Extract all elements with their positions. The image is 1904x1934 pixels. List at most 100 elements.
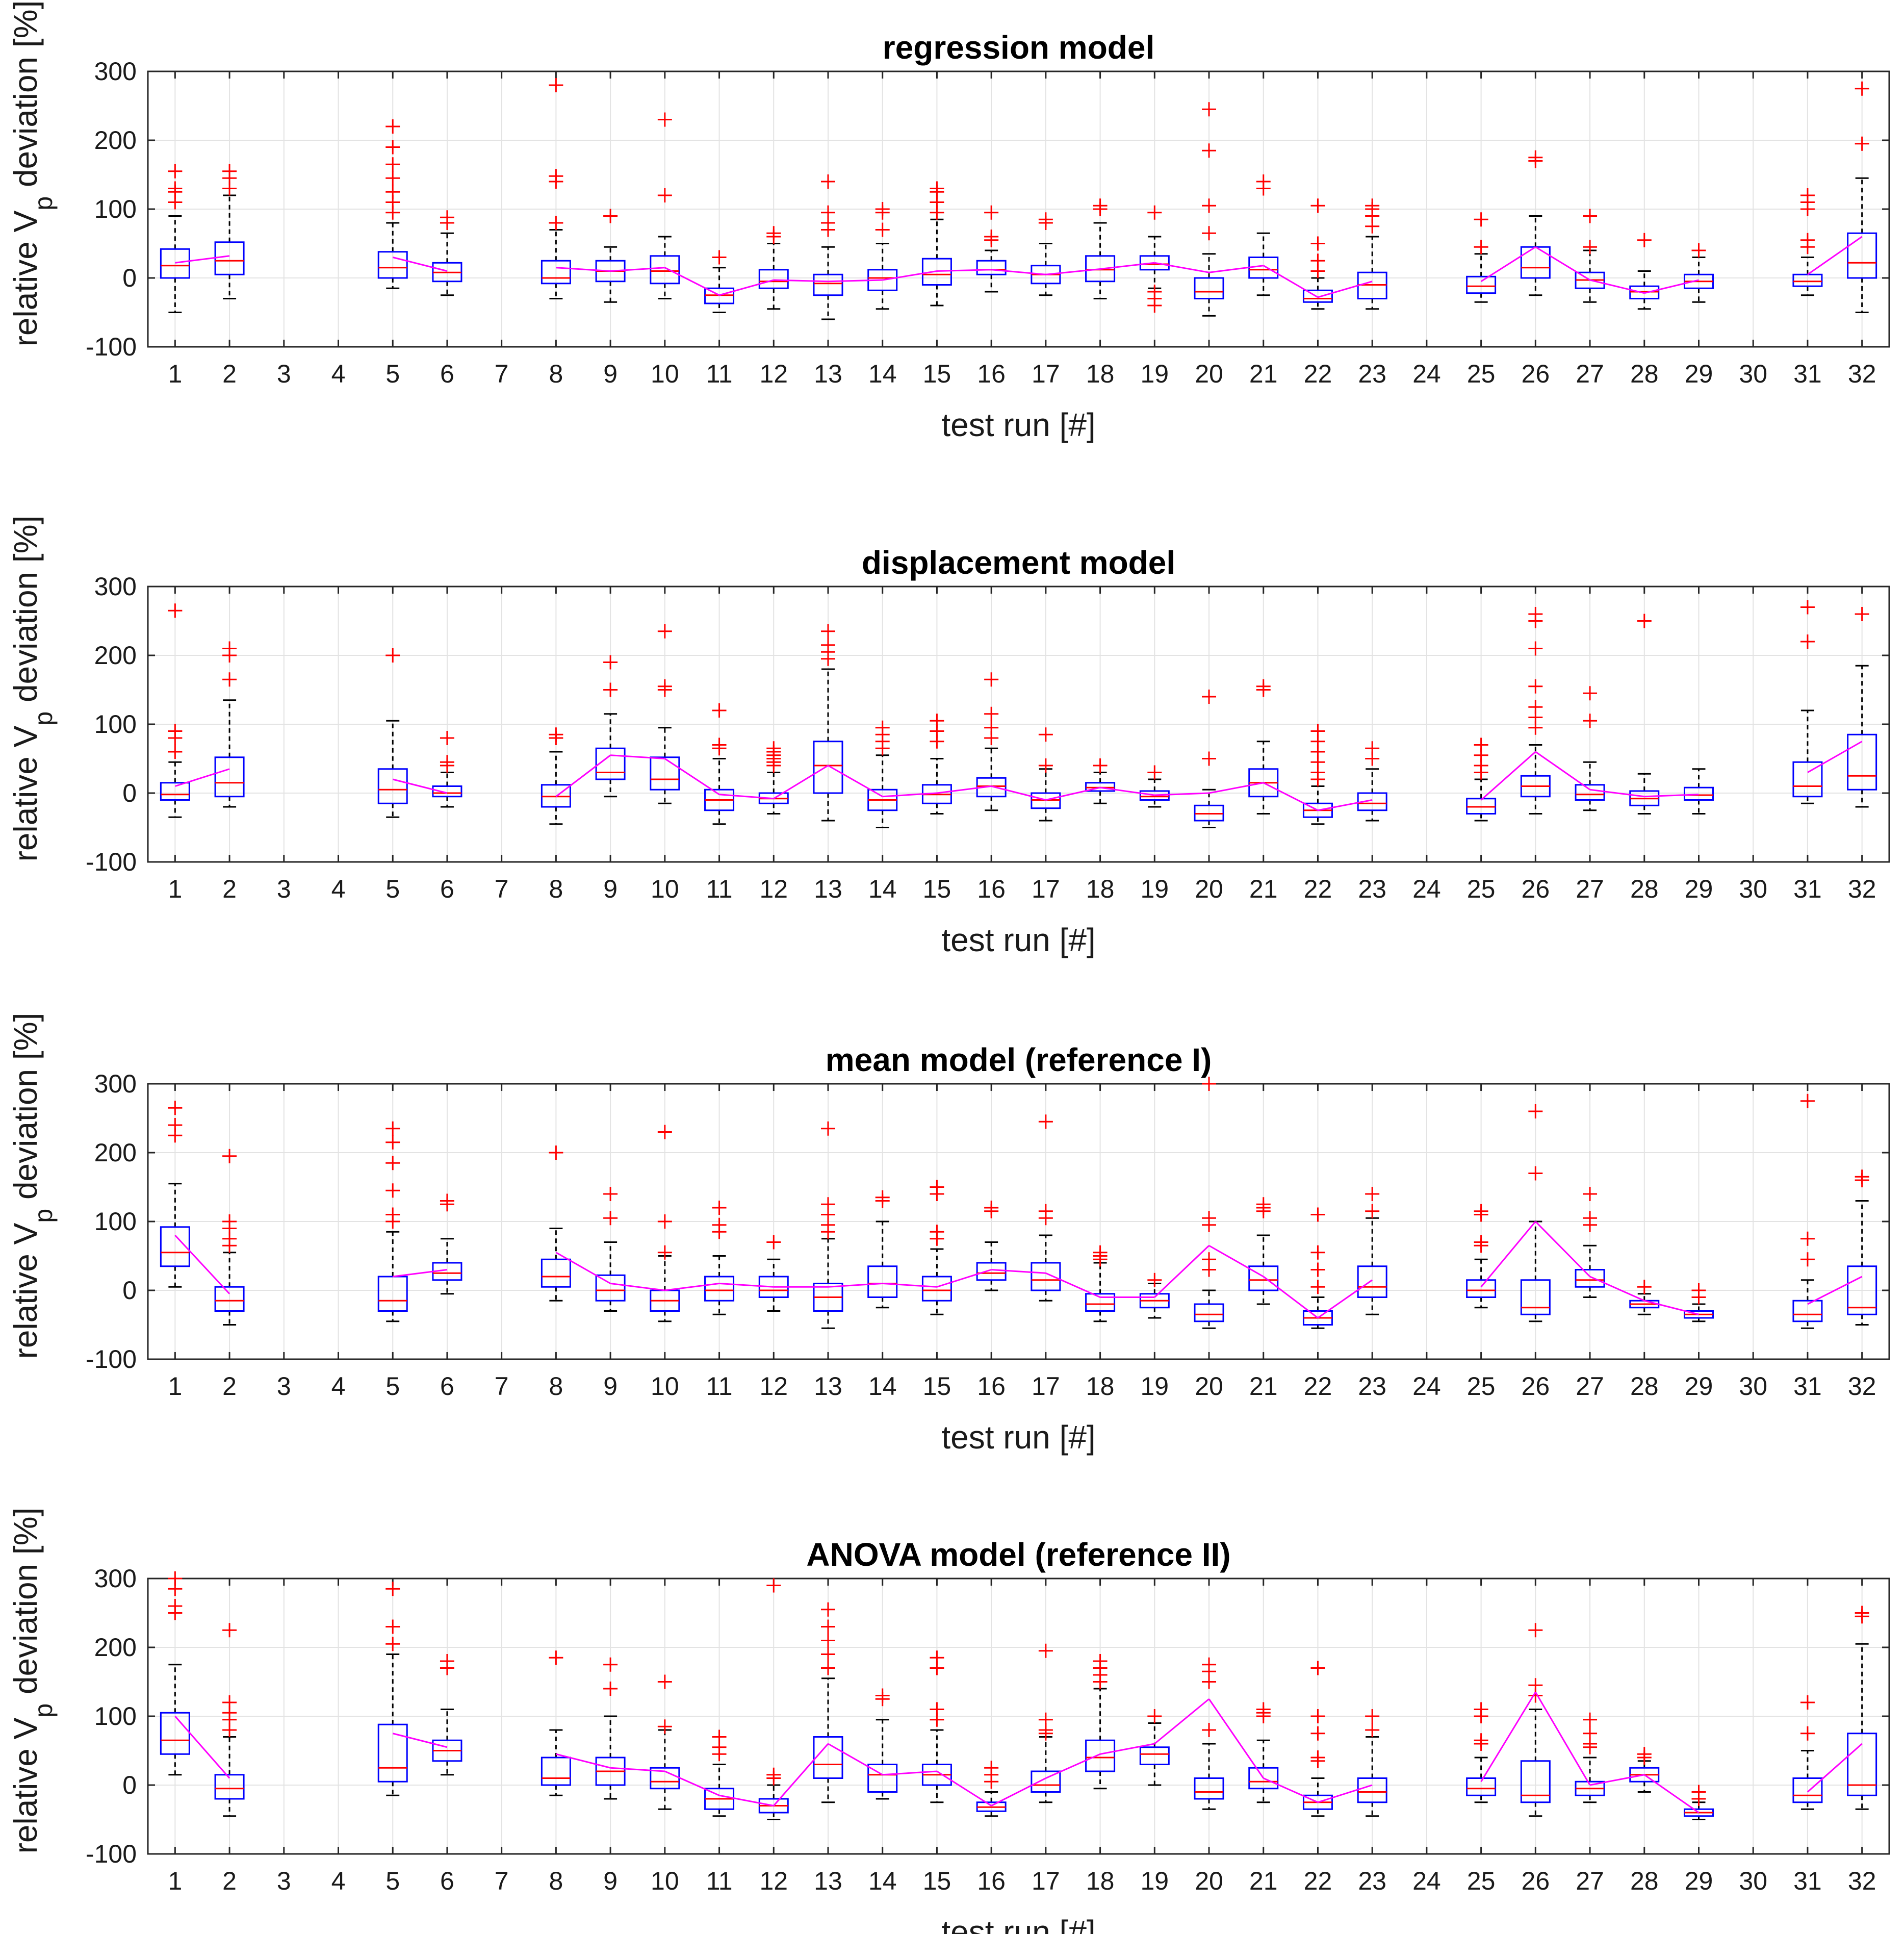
iqr-box [650, 255, 680, 285]
x-tick-label: 30 [1739, 1867, 1767, 1895]
y-tick-label: 100 [94, 1702, 137, 1731]
outlier-marker [1147, 285, 1162, 299]
outlier-marker [1474, 212, 1488, 227]
outlier-marker [603, 1187, 618, 1201]
x-tick-label: 20 [1195, 360, 1223, 388]
mean-line-segment [1644, 279, 1699, 294]
outlier-marker [1528, 150, 1543, 165]
outlier-marker [1310, 253, 1325, 268]
outlier-marker [603, 1211, 618, 1226]
mean-line-segment [937, 269, 992, 272]
y-tick-label: -100 [86, 333, 137, 361]
x-tick-label: 19 [1140, 1867, 1169, 1895]
box-run-8 [541, 1650, 571, 1796]
y-tick-label: -100 [86, 1840, 137, 1868]
box-run-15 [921, 714, 952, 815]
x-tick-label: 12 [759, 360, 788, 388]
iqr-box [1520, 1760, 1551, 1803]
plot-title: ANOVA model (reference II) [806, 1536, 1230, 1573]
outlier-marker [1202, 226, 1217, 241]
box-run-5 [377, 648, 408, 818]
outlier-marker [1528, 1678, 1543, 1693]
outlier-marker [1637, 233, 1652, 247]
outlier-marker [549, 78, 563, 92]
mean-line-segment [1045, 1272, 1101, 1298]
outlier-marker [603, 682, 618, 697]
outlier-marker [385, 119, 400, 134]
mean-line-segment [664, 1283, 719, 1291]
outlier-marker [820, 1661, 835, 1675]
x-tick-label: 6 [440, 875, 454, 903]
outlier-marker [930, 714, 944, 728]
gridlines [148, 71, 1889, 347]
box-run-18 [1085, 758, 1116, 804]
x-tick-label: 8 [549, 1372, 563, 1401]
outlier-marker [1855, 1169, 1869, 1184]
iqr-box [1466, 275, 1497, 294]
x-tick-label: 11 [706, 360, 733, 388]
box-run-31 [1792, 1093, 1823, 1329]
outlier-marker [1528, 679, 1543, 694]
x-tick-label: 21 [1249, 1372, 1278, 1401]
iqr-box [1357, 792, 1387, 811]
mean-line-segment [392, 778, 448, 794]
iqr-box [921, 1276, 952, 1302]
outlier-marker [657, 1245, 672, 1260]
mean-line-segment [1535, 246, 1590, 281]
box-run-19 [1139, 1273, 1170, 1319]
outlier-marker [1691, 1283, 1706, 1297]
box-run-27 [1575, 1712, 1605, 1803]
mean-line-segment [828, 279, 883, 283]
iqr-box [160, 782, 190, 801]
y-axis-label-subscript: p [29, 1703, 58, 1718]
x-tick-label: 25 [1467, 360, 1496, 388]
iqr-box [377, 1723, 408, 1783]
iqr-box [704, 1276, 735, 1302]
outlier-marker [1202, 1211, 1217, 1226]
outlier-marker [1365, 198, 1380, 213]
box-run-19 [1139, 765, 1170, 808]
outlier-marker [1093, 1245, 1108, 1260]
outlier-marker [657, 1214, 672, 1229]
box-run-22 [1302, 198, 1333, 310]
outlier-marker [222, 1623, 237, 1638]
x-tick-label: 31 [1793, 1867, 1822, 1895]
mean-line-segment [1154, 1245, 1210, 1298]
mean-line-segment [882, 1283, 937, 1288]
iqr-box [541, 260, 571, 285]
mean-line-segment [991, 1777, 1046, 1806]
box-run-25 [1466, 1204, 1497, 1309]
x-tick-label: 20 [1195, 875, 1223, 903]
outlier-marker [1583, 1726, 1598, 1741]
box-run-25 [1466, 1702, 1497, 1803]
x-tick-label: 2 [222, 360, 237, 388]
mean-line-segment [991, 785, 1046, 801]
outlier-marker [1365, 1723, 1380, 1737]
x-tick-label: 9 [603, 360, 617, 388]
outlier-marker [820, 1647, 835, 1662]
iqr-box [160, 248, 190, 279]
box-run-6 [432, 1654, 462, 1776]
box-run-11 [704, 703, 735, 825]
x-tick-label: 18 [1086, 875, 1115, 903]
mean-line-segment [991, 1269, 1046, 1274]
iqr-box [1792, 1300, 1823, 1322]
x-tick-label: 9 [603, 1867, 617, 1895]
outlier-marker [1038, 1204, 1053, 1218]
x-tick-label: 28 [1630, 360, 1659, 388]
mean-line-segment [610, 754, 665, 759]
outlier-marker [385, 140, 400, 155]
outlier-marker [440, 1193, 454, 1208]
y-axis-label-tail: deviation [%] [7, 1, 44, 196]
iqr-box [1139, 790, 1170, 801]
outlier-marker [930, 1702, 944, 1717]
gridlines [148, 1083, 1889, 1360]
box-run-16 [976, 672, 1007, 811]
outlier-marker [1202, 1723, 1217, 1737]
box-run-28 [1629, 1280, 1660, 1315]
y-axis-label: relative Vp deviation [%] [7, 1508, 58, 1854]
outlier-marker [984, 706, 999, 721]
x-tick-label: 4 [331, 1867, 346, 1895]
x-tick-label: 7 [495, 360, 509, 388]
